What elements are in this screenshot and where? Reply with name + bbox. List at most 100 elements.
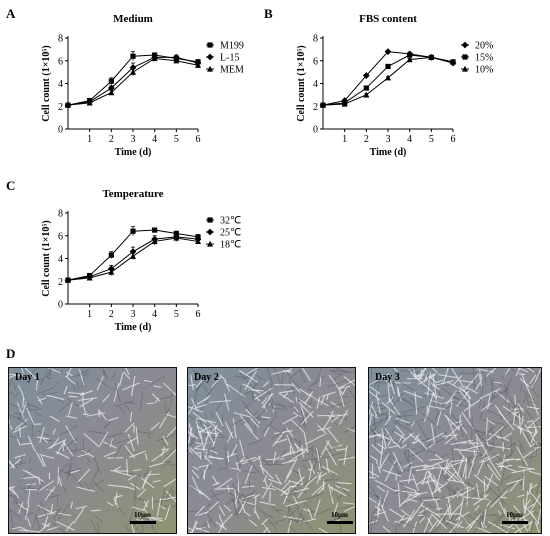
data-point <box>363 91 370 98</box>
cell-shape <box>524 430 533 447</box>
cell-shape <box>274 519 286 523</box>
cell-shape <box>470 489 492 504</box>
cell-shape <box>437 495 445 502</box>
cell-shape <box>104 422 111 429</box>
cell-shape <box>472 368 475 390</box>
cell-shape <box>369 385 381 394</box>
cell-shape <box>63 441 74 456</box>
cell-shape <box>374 420 376 447</box>
cell-shape <box>526 420 534 423</box>
cell-shape <box>287 519 292 533</box>
cell-shape <box>240 389 252 399</box>
cell-shape <box>524 490 529 515</box>
cell-shape <box>387 439 392 447</box>
cell-shape <box>400 381 415 392</box>
cell-shape <box>374 412 391 416</box>
data-point <box>341 100 348 107</box>
cell-shape <box>9 462 27 468</box>
cell-shape <box>143 460 153 479</box>
cell-shape <box>458 372 485 375</box>
data-point <box>195 238 201 245</box>
cell-shape <box>443 463 450 475</box>
cell-shape <box>522 397 526 404</box>
cell-shape <box>70 501 73 509</box>
y-axis-label: Cell count (1×10⁵) <box>296 45 307 121</box>
cell-shape <box>26 471 44 482</box>
cell-shape <box>319 440 330 458</box>
cell-shape <box>404 509 416 527</box>
cell-shape <box>206 446 216 451</box>
cell-shape <box>458 514 470 525</box>
cell-shape <box>273 485 278 491</box>
cell-shape <box>436 463 457 482</box>
legend-label: 25℃ <box>220 228 241 239</box>
cell-shape <box>407 498 418 503</box>
cell-shape <box>423 409 430 422</box>
cell-shape <box>247 518 258 527</box>
cell-shape <box>246 417 257 437</box>
cell-shape <box>399 478 414 482</box>
cell-shape <box>399 481 407 489</box>
panel-label-d: D <box>6 346 16 361</box>
cell-shape <box>278 392 295 404</box>
cell-shape <box>9 492 20 501</box>
cell-shape <box>103 422 110 428</box>
cell-shape <box>442 474 457 496</box>
cell-shape <box>163 478 176 488</box>
cell-shape <box>132 506 144 511</box>
cell-shape <box>370 368 373 379</box>
cell-shape <box>369 417 389 427</box>
micrograph-day-label: Day 1 <box>15 372 40 383</box>
y-tick-label: 8 <box>58 209 63 220</box>
cell-shape <box>9 417 13 431</box>
cell-shape <box>318 527 329 533</box>
cell-shape <box>288 480 304 486</box>
cell-shape <box>261 416 271 419</box>
cell-shape <box>413 374 425 378</box>
cell-shape <box>433 430 437 440</box>
cell-shape <box>233 412 252 418</box>
cell-shape <box>388 508 404 518</box>
cell-shape <box>302 478 312 487</box>
cell-shape <box>162 436 169 446</box>
data-point <box>130 253 136 259</box>
cell-shape <box>203 455 213 465</box>
y-tick-label: 8 <box>58 34 63 45</box>
cell-shape <box>374 479 397 492</box>
cell-shape <box>52 428 56 435</box>
cell-shape <box>396 469 409 476</box>
cell-shape <box>256 374 264 380</box>
cell-shape <box>393 420 414 433</box>
cell-shape <box>485 473 494 491</box>
cell-shape <box>205 464 213 472</box>
cell-shape <box>307 508 313 520</box>
legend-label: MEM <box>220 65 244 76</box>
cell-shape <box>286 498 300 508</box>
cell-shape <box>415 377 436 395</box>
cell-shape <box>129 411 133 422</box>
cell-shape <box>191 433 198 440</box>
panel-label-b: B <box>264 6 273 21</box>
data-point <box>108 78 114 84</box>
y-tick-label: 8 <box>313 34 318 45</box>
cell-shape <box>13 382 17 391</box>
cell-shape <box>190 374 194 391</box>
cell-shape <box>375 461 381 474</box>
cell-shape <box>140 477 155 489</box>
cell-shape <box>381 490 389 508</box>
cell-shape <box>270 383 273 390</box>
cell-shape <box>210 491 224 498</box>
cell-shape <box>16 437 21 446</box>
cell-shape <box>404 412 409 426</box>
cell-shape <box>214 487 234 490</box>
cell-shape <box>337 395 349 399</box>
cell-shape <box>317 424 327 435</box>
y-tick-label: 6 <box>58 56 63 67</box>
cell-shape <box>282 369 293 373</box>
cell-shape <box>143 379 152 383</box>
cell-shape <box>268 400 278 414</box>
cell-shape <box>285 500 308 507</box>
x-axis-label: Time (d) <box>370 147 407 158</box>
cell-shape <box>369 401 374 417</box>
cell-shape <box>35 412 42 417</box>
